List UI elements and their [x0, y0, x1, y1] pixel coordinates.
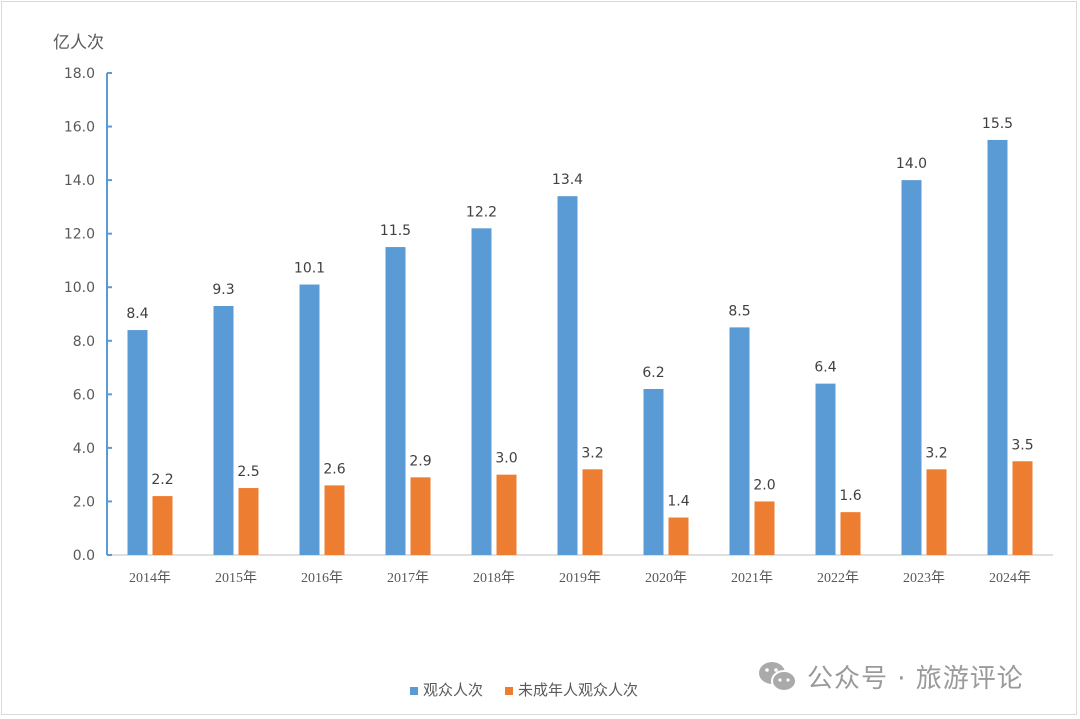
legend-swatch [410, 686, 418, 695]
bar-minor [410, 477, 431, 555]
x-tick-label: 2015年 [215, 570, 257, 586]
legend-swatch [505, 686, 514, 695]
x-tick-label: 2018年 [473, 570, 515, 586]
bar-minor [582, 469, 603, 555]
x-tick-label: 2020年 [645, 570, 687, 586]
legend-label: 未成年人观众人次 [518, 681, 639, 699]
legend: 观众人次 未成年人观众人次 [410, 679, 638, 700]
bar-total [987, 139, 1008, 555]
x-tick-label: 2019年 [559, 570, 601, 586]
bar-total [557, 196, 578, 555]
legend-label: 观众人次 [423, 681, 484, 699]
bar-total [815, 383, 836, 555]
bar-minor [152, 496, 173, 555]
bar-minor [324, 485, 345, 555]
x-tick-label: 2016年 [301, 570, 343, 586]
data-label: 3.0 [495, 451, 517, 467]
bar-total [471, 228, 492, 556]
y-tick-label: 2.0 [73, 494, 95, 510]
bar-minor [754, 501, 775, 555]
x-tick-label: 2021年 [731, 570, 773, 586]
y-tick-label: 6.0 [73, 387, 95, 403]
y-tick-label: 10.0 [64, 280, 95, 296]
data-label: 10.1 [294, 261, 325, 277]
bar-total [213, 305, 234, 555]
x-tick-label: 2017年 [387, 570, 429, 586]
bar-minor [496, 474, 517, 555]
x-tick-label: 2023年 [903, 570, 945, 586]
data-label: 6.4 [814, 360, 836, 376]
bar-minor [926, 469, 947, 555]
y-tick-label: 18.0 [64, 66, 95, 82]
data-label: 2.0 [753, 477, 775, 493]
data-label: 2.6 [323, 461, 345, 477]
data-label: 12.2 [466, 204, 497, 220]
y-tick-label: 4.0 [73, 441, 95, 457]
y-tick-label: 14.0 [64, 173, 95, 189]
x-tick-label: 2022年 [817, 570, 859, 586]
data-label: 15.5 [982, 116, 1013, 132]
data-label: 2.9 [409, 453, 431, 469]
data-label: 1.4 [667, 494, 689, 510]
data-label: 6.2 [642, 365, 664, 381]
y-tick-label: 0.0 [73, 548, 95, 564]
bar-total [901, 180, 922, 555]
bar-total [127, 330, 148, 555]
data-label: 8.4 [126, 306, 148, 322]
bar-total [729, 327, 750, 555]
bar-total [299, 284, 320, 555]
watermark-text: 公众号 · 旅游评论 [807, 664, 1024, 694]
y-tick-label: 16.0 [64, 120, 95, 136]
legend-item-total: 观众人次 [410, 679, 483, 700]
data-label: 3.5 [1011, 437, 1033, 453]
bar-total [385, 247, 406, 556]
y-tick-label: 12.0 [64, 227, 95, 243]
data-label: 14.0 [896, 156, 927, 172]
data-label: 11.5 [380, 223, 411, 239]
wechat-icon [759, 661, 797, 692]
x-tick-label: 2014年 [129, 570, 171, 586]
data-label: 9.3 [212, 282, 234, 298]
data-label: 2.2 [151, 472, 173, 488]
data-label: 8.5 [728, 303, 750, 319]
data-label: 3.2 [581, 445, 603, 461]
watermark: 公众号 · 旅游评论 [757, 658, 1024, 695]
y-tick-label: 8.0 [73, 334, 95, 350]
x-tick-label: 2024年 [989, 570, 1031, 586]
data-label: 3.2 [925, 445, 947, 461]
y-axis-unit: 亿人次 [53, 33, 104, 53]
bar-minor [840, 512, 861, 555]
data-label: 13.4 [552, 172, 583, 188]
bar-minor [1012, 461, 1033, 555]
data-label: 1.6 [839, 488, 861, 504]
bar-minor [238, 488, 259, 555]
data-label: 2.5 [237, 464, 259, 480]
bar-minor [668, 517, 689, 555]
bar-total [643, 388, 664, 555]
legend-item-minor: 未成年人观众人次 [505, 679, 638, 700]
